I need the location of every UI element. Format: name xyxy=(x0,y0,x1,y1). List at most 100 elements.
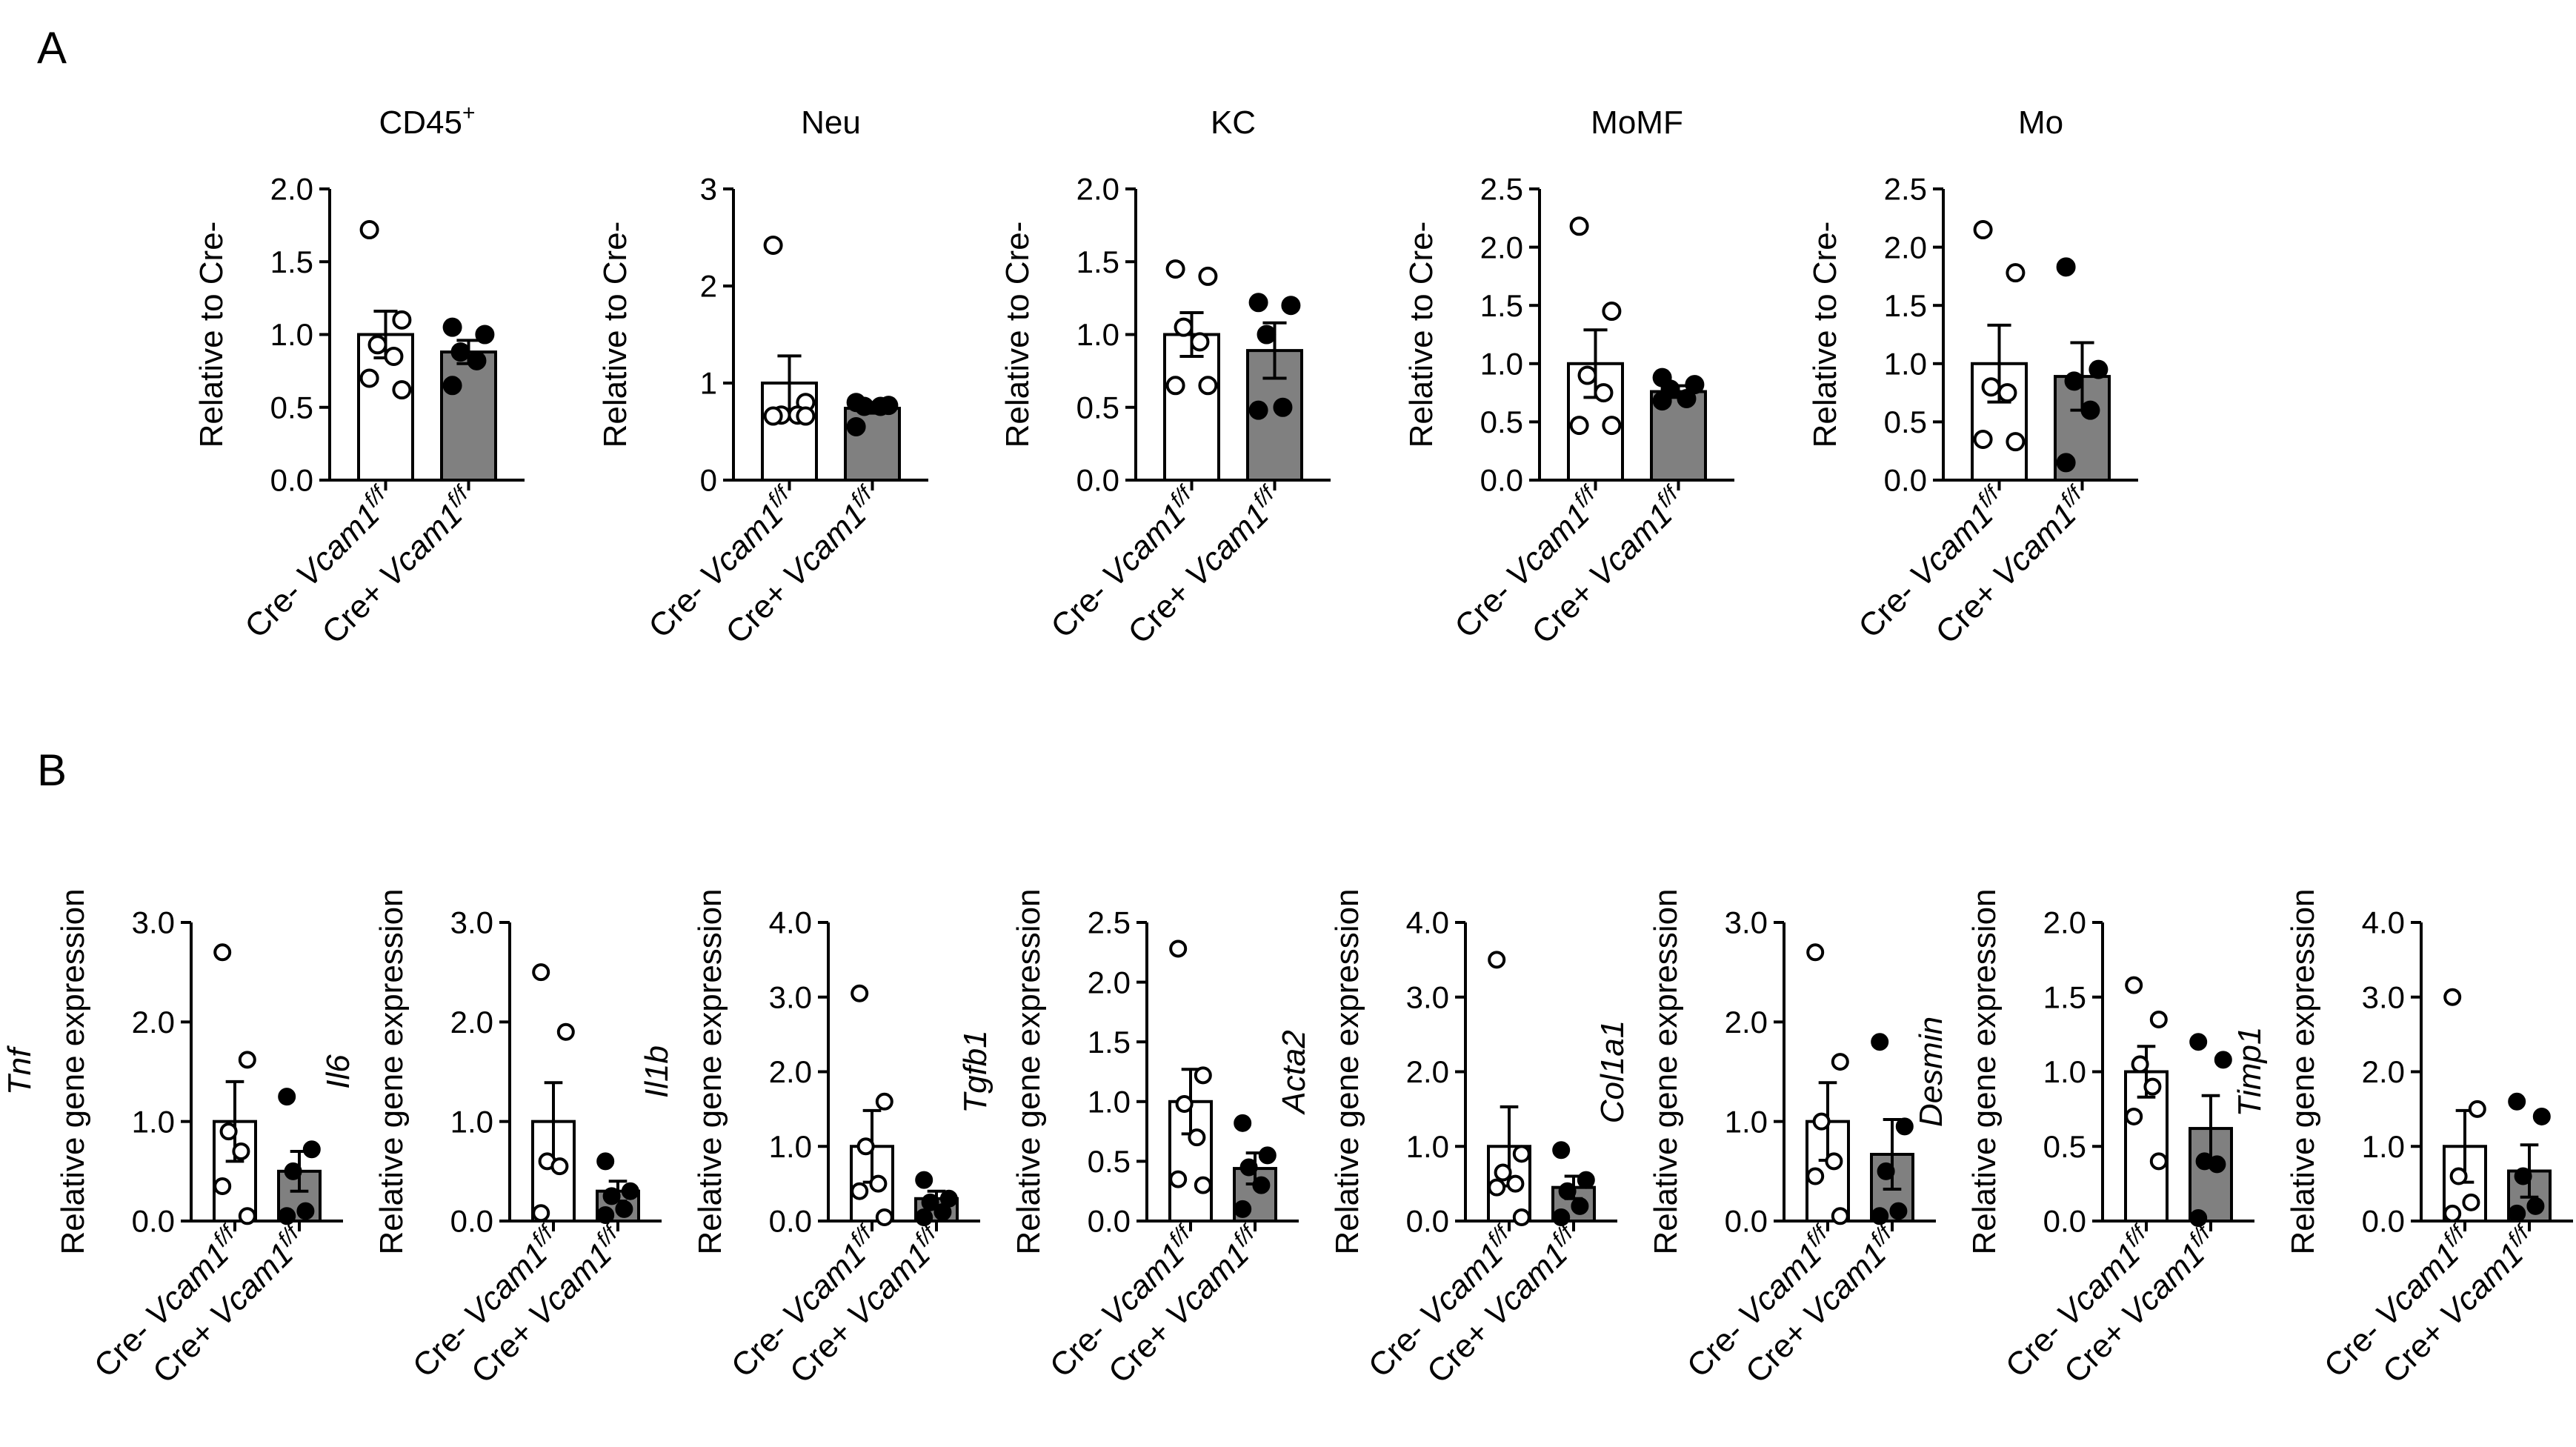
data-point xyxy=(2443,1204,2462,1223)
y-tick-label: 1.5 xyxy=(1076,245,1119,279)
data-point xyxy=(450,342,470,362)
data-point xyxy=(1552,1141,1571,1160)
y-tick-label: 0.0 xyxy=(1884,463,1927,498)
data-point xyxy=(1258,1146,1277,1165)
data-point xyxy=(550,1157,569,1176)
data-point xyxy=(1252,1176,1271,1194)
chart-title: CD45+ xyxy=(379,101,475,141)
data-point xyxy=(2443,988,2462,1006)
chart-tgfb1: 0.0 0.5 1.0 1.5 2.0 2.5 Relative gene expressi… xyxy=(957,888,1299,1391)
data-point xyxy=(359,220,379,240)
data-point xyxy=(1981,377,2001,397)
data-point xyxy=(1895,1117,1914,1136)
data-point xyxy=(615,1200,633,1218)
chart-cd45: 0.0 0.5 1.0 1.5 2.0 Relative to Cre- CD45+ Cre-… xyxy=(193,101,525,651)
y-tick-label: 1.0 xyxy=(132,1104,175,1139)
data-point xyxy=(621,1182,639,1200)
y-tick-label: 2.0 xyxy=(769,1054,812,1089)
y-tick-label: 3.0 xyxy=(1725,905,1768,940)
chart-kc: 0.0 0.5 1.0 1.5 2.0 Relative to Cre- KC Cre- Vc… xyxy=(999,104,1331,651)
y-tick-label: 1.0 xyxy=(270,317,313,352)
category-label: Cre- Vcam1f/f xyxy=(640,480,805,645)
data-point xyxy=(915,1208,933,1226)
y-tick-label: 3.0 xyxy=(1406,979,1449,1014)
data-point xyxy=(2006,263,2026,283)
data-point xyxy=(2468,1100,2486,1118)
data-point xyxy=(2189,1208,2208,1227)
y-tick-label: 2.5 xyxy=(1884,172,1927,207)
bar-cre-neg xyxy=(1163,333,1220,482)
data-point xyxy=(2089,359,2109,379)
data-point xyxy=(232,1142,250,1160)
data-point xyxy=(2056,453,2076,473)
data-point xyxy=(921,1193,939,1211)
data-point xyxy=(2131,1055,2149,1074)
y-tick-label: 3.0 xyxy=(132,905,175,940)
y-tick-label: 0.5 xyxy=(1076,390,1119,425)
y-tick-label: 3.0 xyxy=(450,905,493,940)
data-point xyxy=(2532,1107,2551,1125)
y-tick-label: 1.5 xyxy=(1480,288,1523,323)
y-tick-label: 1 xyxy=(700,366,717,401)
data-point xyxy=(1677,388,1697,408)
chart-acta2: 0.0 1.0 2.0 3.0 4.0 Relative gene expression A… xyxy=(1276,888,1617,1391)
y-tick-label: 3.0 xyxy=(2362,979,2405,1014)
y-tick-label: 1.0 xyxy=(769,1129,812,1164)
y-tick-label: 2 xyxy=(700,269,717,304)
data-point xyxy=(442,317,462,337)
data-point xyxy=(763,235,783,255)
y-axis-label: Relative to Cre- xyxy=(1403,222,1440,448)
data-point xyxy=(213,1177,232,1195)
data-point xyxy=(1165,376,1185,396)
data-point xyxy=(1602,302,1622,322)
data-point xyxy=(763,406,783,426)
data-point xyxy=(532,963,550,982)
data-point xyxy=(851,984,869,1002)
y-tick-label: 1.0 xyxy=(1088,1085,1131,1120)
data-point xyxy=(1973,429,1993,449)
chart-title: Timp1 xyxy=(2231,1027,2268,1117)
data-point xyxy=(1825,1152,1843,1171)
y-axis-label: Relative gene expression xyxy=(692,888,728,1254)
y-tick-label: 0.0 xyxy=(270,463,313,498)
data-point xyxy=(296,1202,315,1220)
data-point xyxy=(1257,325,1277,345)
data-point xyxy=(2125,976,2143,994)
chart-title: Neu xyxy=(801,104,861,141)
data-point xyxy=(1831,1053,1849,1071)
data-point xyxy=(1973,220,1993,240)
data-point xyxy=(1577,1171,1595,1189)
y-tick-label: 2.0 xyxy=(132,1005,175,1039)
category-label: Cre- Vcam1f/f xyxy=(1446,480,1611,645)
data-point xyxy=(1997,383,2017,403)
data-point xyxy=(532,1204,550,1223)
data-point xyxy=(846,416,866,436)
data-point xyxy=(2526,1197,2545,1215)
y-tick-label: 1.5 xyxy=(270,245,313,279)
data-point xyxy=(1190,332,1210,352)
data-point xyxy=(1889,1202,1908,1220)
data-point xyxy=(796,406,816,426)
data-point xyxy=(1602,416,1622,436)
data-point xyxy=(1281,296,1301,316)
category-label: Cre- Vcam1f/f xyxy=(1850,480,2014,645)
data-point xyxy=(238,1207,256,1225)
data-point xyxy=(213,943,232,962)
data-point xyxy=(2064,371,2084,391)
data-point xyxy=(871,396,891,416)
y-tick-label: 0.0 xyxy=(1725,1204,1768,1239)
data-point xyxy=(359,368,379,388)
chart-title: KC xyxy=(1211,104,1256,141)
chart-title: Desmin xyxy=(1913,1017,1949,1127)
data-point xyxy=(2462,1193,2480,1211)
chart-title: MoMF xyxy=(1591,104,1683,141)
chart-il1b: 0.0 1.0 2.0 3.0 4.0 Relative gene expression I… xyxy=(639,888,980,1391)
data-point xyxy=(1569,416,1589,436)
y-tick-label: 1.0 xyxy=(2362,1129,2405,1164)
data-point xyxy=(602,1187,621,1205)
y-tick-label: 0.0 xyxy=(2362,1204,2405,1239)
data-point xyxy=(1569,216,1589,236)
y-tick-label: 2.0 xyxy=(1406,1054,1449,1089)
